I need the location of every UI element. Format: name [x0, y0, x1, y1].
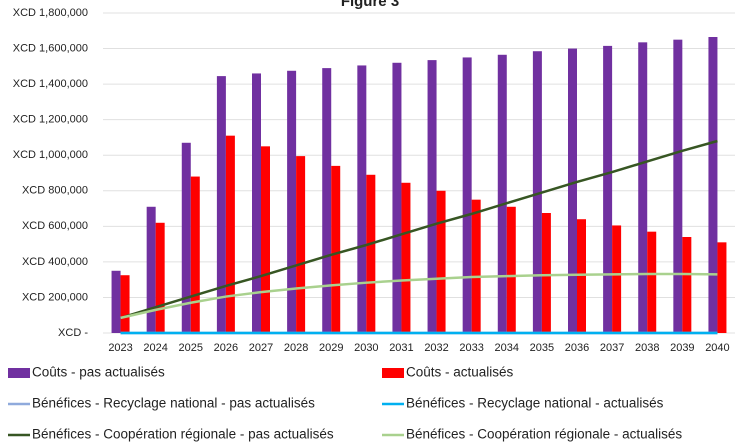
bar: [120, 275, 130, 333]
bar: [225, 135, 235, 333]
y-tick-label: XCD 1,000,000: [13, 149, 88, 161]
x-tick-label: 2032: [424, 342, 448, 354]
bar: [682, 237, 692, 333]
legend-label: Coûts - actualisés: [406, 365, 514, 380]
bar: [146, 206, 156, 333]
bar: [427, 60, 437, 333]
bar: [216, 76, 226, 333]
legend-label: Bénéfices - Recyclage national - actuali…: [406, 396, 664, 411]
bar: [401, 182, 411, 333]
bar: [717, 242, 727, 333]
x-tick-label: 2033: [459, 342, 483, 354]
x-tick-label: 2031: [389, 342, 413, 354]
bar: [331, 165, 341, 333]
bar: [322, 68, 332, 333]
bar: [190, 176, 200, 333]
legend-label: Bénéfices - Recyclage national - pas act…: [32, 396, 315, 411]
bar: [577, 219, 586, 333]
x-tick-label: 2025: [179, 342, 203, 354]
x-tick-label: 2028: [284, 342, 308, 354]
bar: [357, 65, 367, 333]
x-tick-label: 2037: [600, 342, 624, 354]
bar: [612, 225, 622, 333]
bar: [647, 231, 657, 333]
y-tick-label: XCD -: [58, 327, 88, 339]
bar: [497, 54, 507, 334]
x-tick-label: 2039: [670, 342, 694, 354]
line: [120, 272, 718, 320]
x-tick-label: 2026: [214, 342, 238, 354]
chart-title: Figure 3: [341, 0, 399, 10]
bar: [462, 57, 472, 333]
bar: [261, 146, 270, 333]
bar: [603, 45, 613, 334]
bar: [296, 156, 306, 333]
x-tick-label: 2036: [565, 342, 589, 354]
x-tick-label: 2038: [635, 342, 659, 354]
bar: [287, 70, 297, 334]
y-tick-label: XCD 800,000: [22, 185, 88, 197]
y-tick-label: XCD 600,000: [22, 220, 88, 232]
bar: [568, 48, 577, 334]
bar: [111, 270, 121, 333]
bar: [181, 142, 191, 333]
bar: [436, 190, 446, 333]
bar: [541, 213, 551, 333]
y-tick-label: XCD 1,800,000: [13, 7, 88, 19]
bar: [366, 174, 376, 333]
bar: [506, 206, 516, 333]
x-tick-label: 2040: [705, 342, 729, 354]
bar: [155, 222, 165, 333]
legend-swatch: [8, 368, 30, 378]
legend-label: Bénéfices - Coopération régionale - actu…: [406, 427, 682, 442]
y-tick-label: XCD 200,000: [22, 291, 88, 303]
bar: [471, 199, 481, 333]
x-tick-label: 2035: [530, 342, 554, 354]
bar: [673, 39, 683, 334]
bar: [708, 37, 718, 333]
line: [120, 139, 718, 320]
legend-label: Bénéfices - Coopération régionale - pas …: [32, 427, 334, 442]
x-tick-label: 2027: [249, 342, 273, 354]
bar: [252, 73, 261, 333]
y-tick-label: XCD 400,000: [22, 256, 88, 268]
y-tick-label: XCD 1,200,000: [13, 114, 88, 126]
y-tick-label: XCD 1,400,000: [13, 78, 88, 90]
bar: [638, 42, 648, 333]
bar: [392, 62, 402, 334]
x-tick-label: 2023: [108, 342, 132, 354]
bar: [532, 51, 542, 333]
x-tick-label: 2029: [319, 342, 343, 354]
x-tick-label: 2030: [354, 342, 378, 354]
x-tick-label: 2034: [495, 342, 519, 354]
y-tick-label: XCD 1,600,000: [13, 42, 88, 54]
x-tick-label: 2024: [143, 342, 167, 354]
legend-swatch: [382, 368, 404, 378]
legend-label: Coûts - pas actualisés: [32, 365, 165, 380]
